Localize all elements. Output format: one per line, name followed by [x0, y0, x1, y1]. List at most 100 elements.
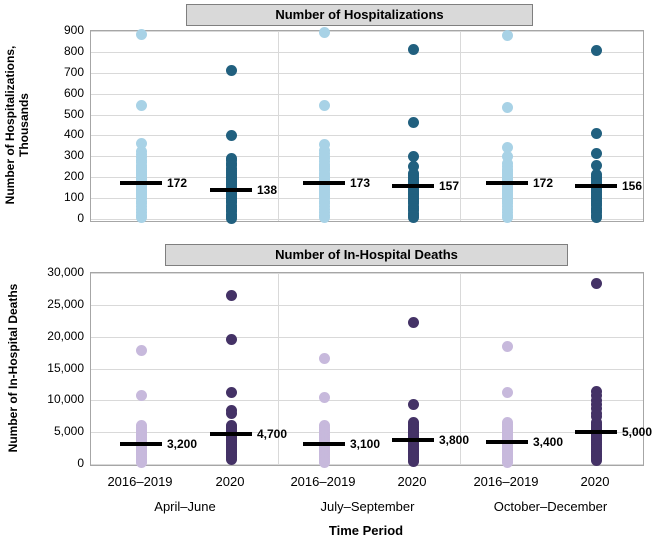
x-tick-label: 2016–2019: [290, 474, 356, 489]
x-group-label: October–December: [493, 499, 608, 514]
median-label: 172: [533, 176, 554, 191]
median-line: [575, 430, 617, 435]
data-point: [590, 411, 602, 423]
median-label: 3,200: [167, 436, 198, 451]
gridline: [91, 156, 643, 158]
data-point: [590, 212, 602, 224]
gridline: [91, 51, 643, 53]
y-tick-label: 600: [63, 85, 84, 100]
y-tick-label: 20,000: [47, 328, 84, 343]
y-tick-label: 5,000: [53, 424, 84, 439]
y-tick-label: 10,000: [47, 392, 84, 407]
gridline: [91, 432, 643, 434]
data-point: [225, 290, 237, 302]
data-point: [225, 408, 237, 420]
gridline: [91, 219, 643, 220]
median-label: 156: [622, 179, 643, 194]
deaths-panel-title: Number of In-Hospital Deaths: [165, 244, 568, 266]
gridline: [91, 135, 643, 137]
data-point: [135, 457, 147, 469]
gridline: [91, 198, 643, 200]
data-point: [590, 160, 602, 172]
median-line: [303, 180, 345, 185]
data-point: [407, 455, 419, 467]
data-point: [590, 127, 602, 139]
hospitalizations-plot: 172 138 173 157 172 156: [90, 26, 644, 224]
data-point: [135, 28, 147, 40]
x-group-label: April–June: [154, 499, 216, 514]
gridline: [91, 368, 643, 370]
median-label: 3,400: [533, 435, 564, 450]
median-line: [210, 188, 252, 193]
data-point: [590, 148, 602, 160]
y-tick-label: 800: [63, 43, 84, 58]
median-line: [392, 437, 434, 442]
median-label: 3,100: [350, 437, 381, 452]
median-label: 4,700: [257, 427, 288, 442]
y-tick-label: 700: [63, 64, 84, 79]
data-point: [501, 212, 513, 224]
data-point: [501, 150, 513, 162]
data-point: [225, 212, 237, 224]
data-point: [225, 334, 237, 346]
y-tick-label: 300: [63, 148, 84, 163]
data-point: [501, 387, 513, 399]
group-divider: [460, 273, 461, 465]
median-line: [120, 441, 162, 446]
group-divider: [460, 31, 461, 221]
gridline: [91, 31, 643, 32]
data-point: [501, 457, 513, 469]
x-tick-label: 2020: [397, 474, 427, 489]
median-label: 5,000: [622, 425, 653, 440]
gridline: [91, 273, 643, 274]
data-point: [407, 317, 419, 329]
y-axis-label-line1: Number of Hospitalizations,: [3, 45, 17, 205]
gridline: [91, 93, 643, 95]
data-point: [225, 129, 237, 141]
data-point: [407, 44, 419, 56]
data-point: [501, 101, 513, 113]
median-label: 157: [439, 179, 460, 194]
y-tick-label: 900: [63, 23, 84, 37]
hospitalizations-panel-title: Number of Hospitalizations: [186, 4, 533, 26]
x-tick-label: 2020: [580, 474, 610, 489]
median-label: 138: [257, 183, 278, 198]
data-point: [225, 387, 237, 399]
median-line: [575, 184, 617, 189]
data-point: [407, 161, 419, 173]
y-tick-label: 15,000: [47, 360, 84, 375]
data-point: [318, 212, 330, 224]
data-point: [407, 212, 419, 224]
group-divider: [277, 273, 279, 465]
median-line: [486, 440, 528, 445]
data-point: [135, 99, 147, 111]
group-divider: [277, 31, 279, 221]
y-axis-label-deaths: Number of In-Hospital Deaths: [6, 258, 20, 478]
data-point: [318, 26, 330, 38]
data-point: [135, 138, 147, 150]
data-point: [407, 150, 419, 162]
data-point: [590, 455, 602, 467]
data-point: [501, 142, 513, 154]
median-label: 3,800: [439, 432, 470, 447]
gridline: [91, 464, 643, 465]
median-label: 172: [167, 176, 188, 191]
gridline: [91, 114, 643, 116]
y-tick-label: 0: [77, 456, 84, 470]
x-group-label: July–September: [320, 499, 415, 514]
data-point: [135, 212, 147, 224]
median-label: 173: [350, 175, 371, 190]
x-tick-label: 2016–2019: [473, 474, 539, 489]
data-point: [135, 389, 147, 401]
median-line: [486, 181, 528, 186]
median-line: [303, 442, 345, 447]
y-tick-label: 400: [63, 127, 84, 142]
data-point: [407, 117, 419, 129]
y-axis-label-line2: Thousands: [17, 93, 31, 158]
y-tick-label: 500: [63, 106, 84, 121]
gridline: [91, 72, 643, 74]
y-tick-label: 30,000: [47, 265, 84, 279]
y-tick-label: 25,000: [47, 296, 84, 311]
y-tick-label: 0: [77, 211, 84, 225]
